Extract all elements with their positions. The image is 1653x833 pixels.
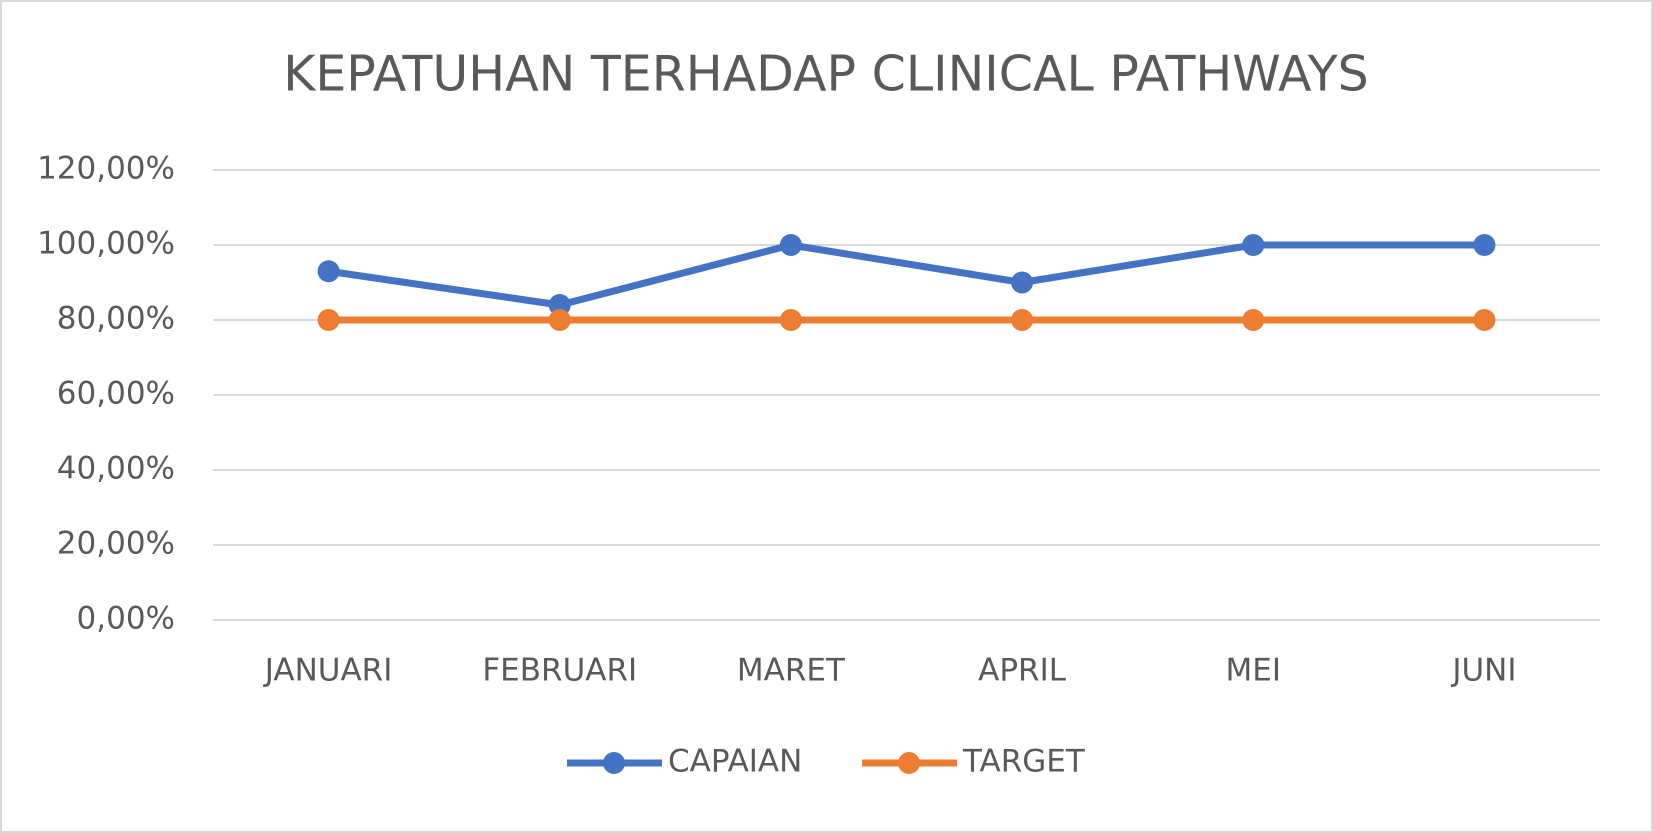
x-tick-label: JANUARI [263,653,393,689]
series-line [328,241,1485,309]
data-point [1011,271,1034,294]
x-tick-label: FEBRUARI [482,653,637,689]
legend-label: CAPAIAN [668,744,802,780]
x-tick-label: MEI [1226,653,1281,689]
data-point [1011,309,1034,331]
x-tick-label: JUNI [1450,653,1516,689]
data-point [317,309,340,331]
data-point [1473,309,1496,331]
y-tick-label: 80,00% [57,301,175,337]
legend-marker [603,752,625,774]
y-tick-label: 0,00% [77,601,175,637]
data-point [548,309,571,331]
legend-marker [898,752,920,774]
data-point [779,309,802,331]
y-tick-label: 100,00% [37,226,175,262]
data-point [1473,234,1496,256]
y-tick-label: 60,00% [57,376,175,412]
data-point [317,260,340,283]
data-point [779,234,802,256]
y-tick-label: 40,00% [57,451,175,487]
data-point [1242,234,1265,256]
chart-title: KEPATUHAN TERHADAP CLINICAL PATHWAYS [283,46,1369,103]
y-tick-label: 20,00% [57,526,175,562]
x-tick-label: MARET [737,653,846,689]
x-tick-label: APRIL [978,653,1067,689]
y-tick-label: 120,00% [37,151,175,187]
data-point [1242,309,1265,331]
legend-label: TARGET [962,744,1086,780]
